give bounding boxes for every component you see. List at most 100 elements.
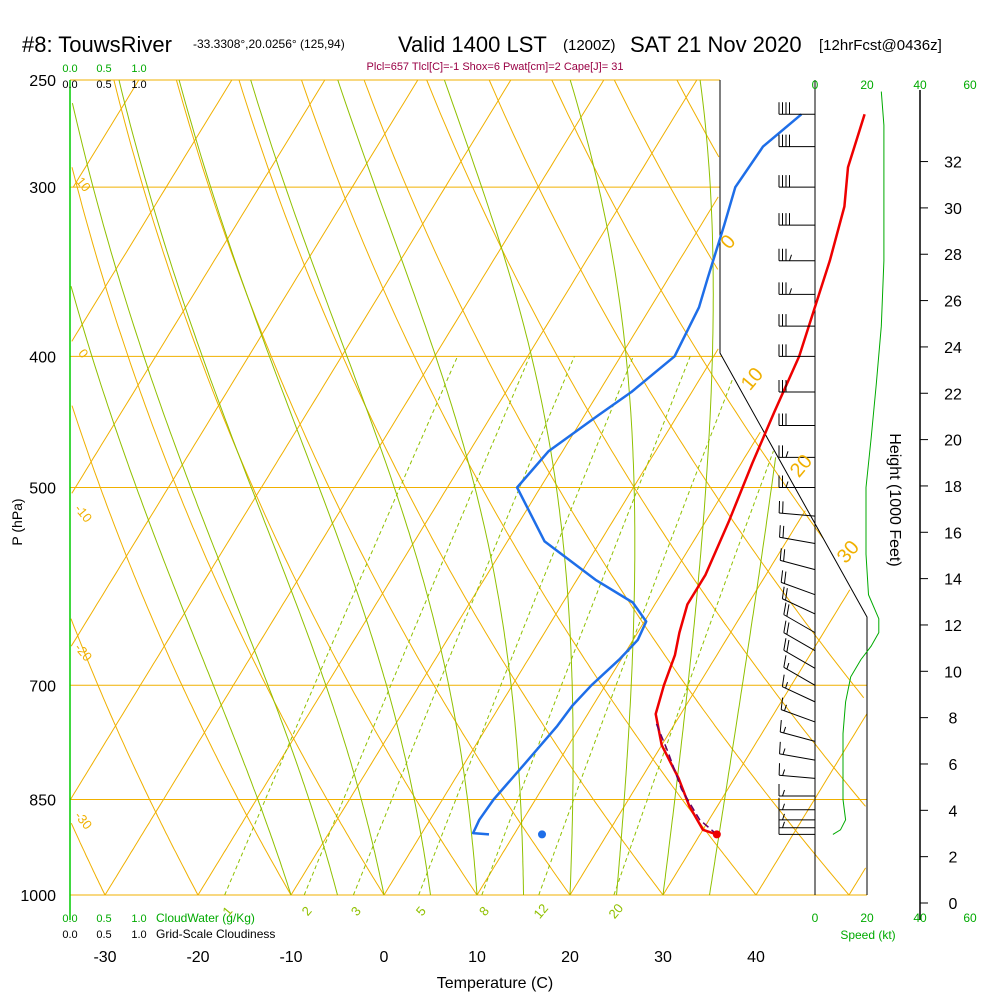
wind-barb-feather bbox=[780, 697, 784, 710]
wind-barb-staff bbox=[779, 512, 816, 517]
moist-adiabat-line bbox=[178, 79, 431, 896]
wind-barb-half-feather bbox=[782, 769, 786, 776]
cloudiness-scale-top-label: 0.5 bbox=[96, 79, 111, 91]
wind-barb-staff bbox=[780, 559, 816, 571]
wind-barb-feather bbox=[779, 719, 782, 733]
speed-scale-label: Speed (kt) bbox=[840, 928, 895, 942]
pressure-tick-label: 300 bbox=[29, 180, 56, 197]
wind-barb-staff bbox=[780, 731, 816, 742]
wind-barb-staff bbox=[783, 666, 816, 686]
height-tick-label: 26 bbox=[944, 294, 962, 311]
x-tick-labels: -30 -20 -10 0 10 20 30 40 bbox=[93, 949, 765, 966]
wind-barb bbox=[781, 586, 816, 615]
wind-barb bbox=[783, 638, 816, 669]
dry-adiabat-line bbox=[613, 79, 719, 270]
isotherm-line bbox=[72, 79, 140, 188]
pressure-tick-label: 500 bbox=[29, 481, 56, 498]
wind-barb-half-feather bbox=[782, 813, 785, 821]
height-tick-label: 32 bbox=[944, 155, 962, 172]
cloudwater-scale-bottom-label: 1.0 bbox=[131, 913, 146, 925]
wind-barb bbox=[778, 379, 815, 393]
wind-barb-feather bbox=[779, 741, 781, 754]
pressure-tick-label: 400 bbox=[29, 349, 56, 366]
isotherm-line bbox=[569, 510, 806, 896]
x-tick-label: 20 bbox=[561, 949, 579, 966]
surface-dewpoint-point bbox=[538, 830, 547, 839]
wind-barb-half-feather bbox=[782, 748, 786, 755]
isotherm-line bbox=[104, 79, 605, 896]
dry-adiabat-line bbox=[175, 79, 571, 896]
x-tick-label: -20 bbox=[186, 949, 209, 966]
dry-adiabat-line bbox=[426, 79, 866, 807]
wind-barb bbox=[778, 344, 815, 357]
speed-scale-bottom-label: 20 bbox=[860, 911, 874, 925]
dry-adiabat-line bbox=[71, 167, 385, 896]
plot-boundary bbox=[719, 80, 868, 895]
wind-barb bbox=[778, 134, 815, 148]
wind-barb-feather bbox=[780, 570, 784, 583]
wind-barb bbox=[780, 570, 816, 596]
wind-barbs bbox=[778, 102, 816, 835]
wind-barb-half-feather bbox=[783, 726, 787, 734]
wind-barb-feather bbox=[783, 571, 787, 584]
wind-barb bbox=[778, 314, 815, 327]
wind-barb-half-feather bbox=[789, 288, 792, 295]
wind-barb-half-feather bbox=[785, 681, 789, 689]
dry-adiabat-line bbox=[70, 618, 199, 896]
isotherm-line bbox=[383, 348, 719, 896]
wind-barb bbox=[778, 797, 815, 811]
x-tick-label: -30 bbox=[93, 949, 116, 966]
wind-barb-feather bbox=[779, 525, 781, 538]
isotherm-line bbox=[662, 589, 851, 896]
station-title: #8: TouwsRiver bbox=[22, 32, 172, 57]
x-tick-label: 30 bbox=[654, 949, 672, 966]
pressure-tick-label: 700 bbox=[29, 678, 56, 695]
wind-barb bbox=[783, 602, 816, 634]
height-tick-label: 30 bbox=[944, 201, 962, 218]
cloudiness-scale-bottom-label: 1.0 bbox=[131, 929, 146, 941]
surface-points bbox=[538, 830, 721, 839]
wind-barb bbox=[783, 620, 816, 652]
pressure-tick-labels: 250 300 400 500 700 850 1000 bbox=[20, 73, 56, 905]
wind-barb-staff bbox=[779, 753, 816, 761]
wind-barb-staff bbox=[783, 632, 816, 652]
moist-adiabat-line bbox=[569, 79, 636, 896]
wind-barb-staff bbox=[782, 686, 816, 703]
dry-adiabat-line bbox=[113, 79, 478, 896]
wind-barb-feather bbox=[785, 588, 788, 601]
dry-adiabat-line bbox=[676, 79, 720, 158]
wind-barb-staff bbox=[783, 649, 816, 669]
height-tick-label: 14 bbox=[944, 572, 962, 589]
cloudiness-scale-bottom-label: 0.5 bbox=[96, 929, 111, 941]
y-axis-title: P (hPa) bbox=[9, 498, 25, 545]
x-tick-label: 40 bbox=[747, 949, 765, 966]
wind-barb-feather bbox=[783, 602, 787, 615]
height-axis-title: Height (1000 Feet) bbox=[886, 433, 903, 566]
isotherm-line bbox=[848, 867, 867, 896]
wind-barb bbox=[779, 741, 816, 761]
height-tick-label: 8 bbox=[949, 711, 958, 728]
wind-barb bbox=[778, 413, 815, 427]
cloudwater-scale-bottom-label: 0.5 bbox=[96, 913, 111, 925]
wind-barb-feather bbox=[786, 622, 790, 635]
height-tick-label: 24 bbox=[944, 340, 962, 357]
wind-barb-staff bbox=[779, 536, 816, 545]
speed-scale-top-label: 20 bbox=[860, 78, 874, 92]
cloudwater-scale-bottom-label: 0.0 bbox=[62, 913, 77, 925]
height-tick-label: 6 bbox=[949, 757, 958, 774]
wind-barb-half-feather bbox=[786, 662, 790, 670]
wind-barb bbox=[778, 213, 815, 226]
cloudiness-scale-top-label: 0.0 bbox=[62, 79, 77, 91]
mixing-ratio-line bbox=[418, 356, 634, 896]
parcel-parameters: Plcl=657 Tlcl[C]=-1 Shox=6 Pwat[cm]=2 Ca… bbox=[367, 61, 624, 73]
x-tick-label: 0 bbox=[380, 949, 389, 966]
pressure-tick-label: 1000 bbox=[20, 888, 56, 905]
isotherm-line bbox=[755, 713, 868, 896]
wind-barb bbox=[778, 445, 815, 458]
date-label: SAT 21 Nov 2020 bbox=[630, 32, 802, 57]
speed-scale-top-label: 40 bbox=[913, 78, 927, 92]
mixing-ratio-line bbox=[303, 356, 531, 896]
dry-adiabat-line bbox=[363, 79, 850, 896]
